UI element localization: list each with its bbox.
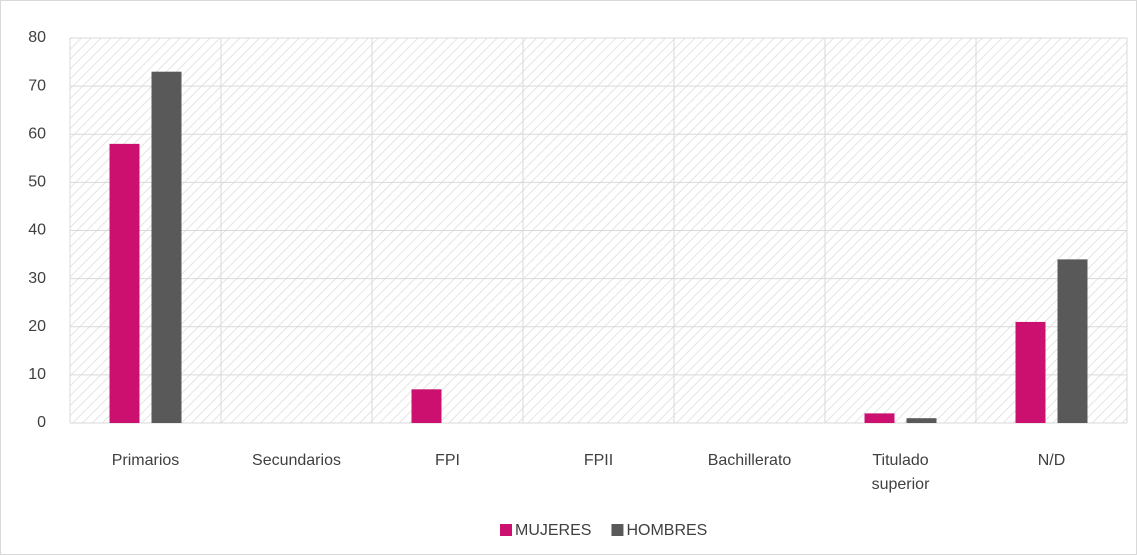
legend-label: MUJERES xyxy=(515,522,591,539)
y-tick-label: 20 xyxy=(28,318,46,335)
y-tick-label: 0 xyxy=(37,414,46,431)
y-tick-label: 70 xyxy=(28,77,46,94)
x-tick-label: FPII xyxy=(583,452,614,469)
bar xyxy=(864,413,895,423)
x-tick-label: Bachillerato xyxy=(707,452,792,469)
bar xyxy=(411,389,442,423)
y-tick-label: 30 xyxy=(28,270,46,287)
legend-swatch xyxy=(611,524,624,536)
x-tick-label: Titulado superior xyxy=(871,452,930,493)
bar xyxy=(109,143,140,423)
x-tick-label: Primarios xyxy=(111,452,180,469)
bar xyxy=(906,418,937,423)
x-tick-label: N/D xyxy=(1037,452,1066,469)
x-tick-label: Secundarios xyxy=(252,452,341,469)
legend-label: HOMBRES xyxy=(626,522,707,539)
y-tick-label: 60 xyxy=(28,125,46,142)
y-tick-label: 80 xyxy=(28,29,46,46)
bar xyxy=(151,71,182,423)
bar xyxy=(1057,259,1088,423)
x-tick-label: FPI xyxy=(435,452,460,469)
legend-swatch xyxy=(500,524,512,536)
bar xyxy=(1015,321,1046,423)
y-tick-label: 50 xyxy=(28,174,46,191)
y-tick-label: 10 xyxy=(28,366,46,383)
y-tick-label: 40 xyxy=(28,222,46,239)
